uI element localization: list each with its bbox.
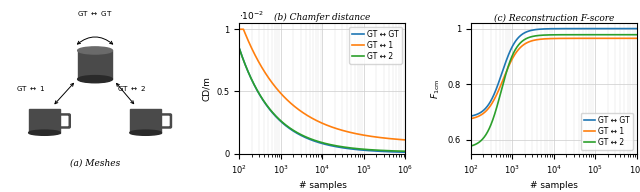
GT ↔ 2 [365,148,372,151]
X-axis label: # samples: # samples [298,181,346,190]
X-axis label: # samples: # samples [530,181,578,190]
GT ↔ 2 [303,136,310,138]
Legend: GT ↔ GT, GT ↔ 1, GT ↔ 2: GT ↔ GT, GT ↔ 1, GT ↔ 2 [349,27,402,64]
GT ↔ 1 [540,38,548,40]
Ellipse shape [77,47,113,54]
GT ↔ 2 [308,138,316,141]
GT ↔ GT [534,28,542,31]
GT ↔ GT [484,105,492,107]
GT ↔ 2 [467,145,475,147]
Line: GT ↔ GT: GT ↔ GT [471,29,637,116]
Line: GT ↔ 2: GT ↔ 2 [471,35,637,146]
GT ↔ 1 [484,108,492,110]
GT ↔ GT [368,150,376,152]
GT ↔ GT [236,47,243,50]
GT ↔ GT [600,27,607,30]
GT ↔ 2 [596,34,604,36]
GT ↔ 2 [534,34,542,37]
GT ↔ 1 [308,117,316,120]
Bar [130,109,161,133]
GT ↔ GT [467,115,475,117]
Bar [77,50,113,79]
GT ↔ 2 [349,147,357,149]
Y-axis label: CD/m: CD/m [202,76,211,101]
GT ↔ 1 [600,37,607,40]
Line: GT ↔ 1: GT ↔ 1 [471,38,637,119]
Ellipse shape [29,130,60,135]
GT ↔ 1 [368,135,376,138]
Text: GT $\leftrightarrow$ GT: GT $\leftrightarrow$ GT [77,9,113,18]
GT ↔ GT [540,28,548,30]
Text: GT $\leftrightarrow$ 2: GT $\leftrightarrow$ 2 [117,84,147,93]
Title: (b) Chamfer distance: (b) Chamfer distance [275,13,371,22]
GT ↔ 1 [596,37,604,40]
GT ↔ 2 [368,149,376,151]
GT ↔ 2 [581,34,589,36]
GT ↔ GT [303,137,310,139]
GT ↔ GT [581,27,589,30]
GT ↔ 2 [402,150,410,152]
Text: $\cdot10^{-2}$: $\cdot10^{-2}$ [239,9,264,22]
Line: GT ↔ 2: GT ↔ 2 [239,49,406,151]
Text: GT $\leftrightarrow$ 1: GT $\leftrightarrow$ 1 [16,84,45,93]
Text: (a) Meshes: (a) Meshes [70,159,120,168]
GT ↔ 2 [236,48,243,50]
Ellipse shape [77,76,113,83]
GT ↔ GT [349,148,357,150]
GT ↔ 1 [303,114,310,116]
GT ↔ 1 [633,37,640,40]
GT ↔ 1 [349,132,357,134]
GT ↔ GT [596,27,604,30]
GT ↔ GT [308,139,316,142]
GT ↔ 2 [633,34,640,36]
GT ↔ 2 [253,88,260,90]
GT ↔ GT [633,27,640,30]
GT ↔ 2 [540,34,548,36]
GT ↔ 1 [253,56,260,59]
GT ↔ GT [253,88,260,90]
Line: GT ↔ 1: GT ↔ 1 [239,29,406,140]
GT ↔ GT [402,151,410,153]
Legend: GT ↔ GT, GT ↔ 1, GT ↔ 2: GT ↔ GT, GT ↔ 1, GT ↔ 2 [580,113,633,150]
GT ↔ 1 [365,135,372,137]
GT ↔ 1 [534,38,542,41]
GT ↔ 1 [581,37,589,40]
GT ↔ 2 [484,130,492,133]
GT ↔ 1 [467,118,475,120]
Line: GT ↔ GT: GT ↔ GT [239,49,406,152]
Ellipse shape [130,130,161,135]
GT ↔ GT [365,149,372,152]
GT ↔ 2 [600,34,607,36]
Bar [29,109,60,133]
GT ↔ 1 [402,139,410,141]
GT ↔ 1 [236,28,243,30]
Y-axis label: $F_{1\mathrm{cm}}$: $F_{1\mathrm{cm}}$ [430,78,442,98]
Title: (c) Reconstruction F-score: (c) Reconstruction F-score [493,13,614,22]
